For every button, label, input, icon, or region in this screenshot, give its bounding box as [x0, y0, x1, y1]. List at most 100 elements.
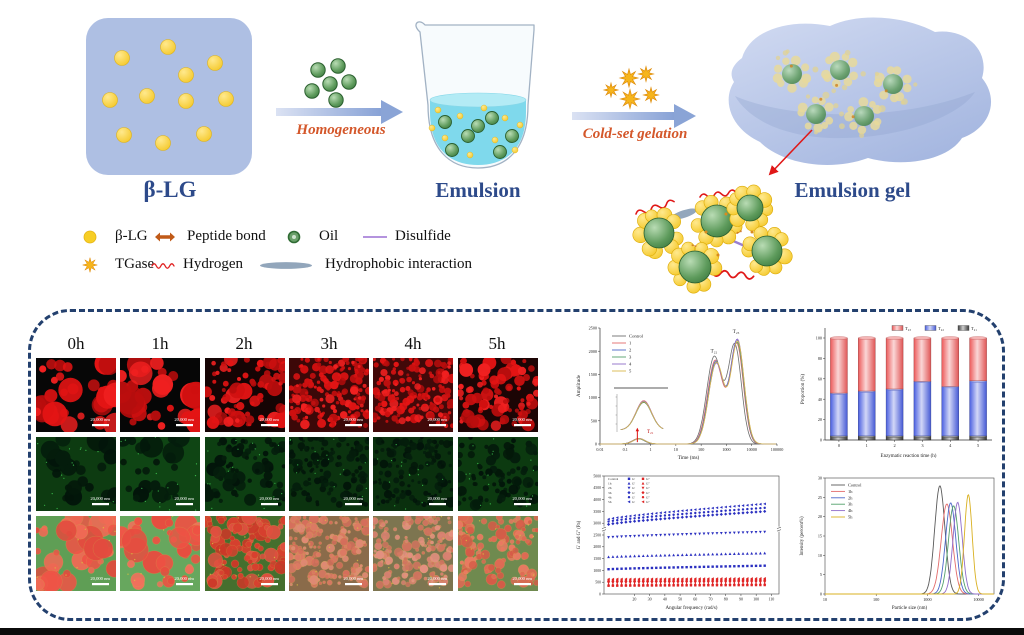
svg-text:100000: 100000 — [771, 447, 784, 452]
svg-text:50: 50 — [678, 597, 682, 602]
micro-tile-green-1h: 20,000 nm — [120, 437, 200, 511]
svg-text:5: 5 — [820, 572, 822, 577]
blg-dot-icon — [83, 230, 97, 243]
svg-text:1h: 1h — [608, 482, 612, 486]
svg-text:0.01: 0.01 — [596, 447, 603, 452]
svg-text:2500: 2500 — [589, 326, 597, 331]
svg-text:Control: Control — [848, 483, 862, 488]
micro-tile-red-5h: 20,000 nm — [458, 358, 538, 432]
svg-text:20,000 nm: 20,000 nm — [343, 496, 363, 502]
svg-text:500: 500 — [591, 418, 597, 423]
svg-text:Control: Control — [629, 334, 644, 339]
micro-tile-green-2h: 20,000 nm — [205, 437, 285, 511]
svg-text:T₂₁: T₂₁ — [971, 326, 977, 331]
tgase-stars — [602, 65, 660, 110]
micro-tile-merged-0h: 20,000 nm — [36, 516, 116, 591]
legend-item-blg: β-LG — [82, 228, 148, 245]
svg-text:20,000 nm: 20,000 nm — [259, 576, 279, 582]
legend-item-tgase: TGase — [82, 256, 154, 273]
svg-text:80: 80 — [724, 597, 728, 602]
svg-text:↔: ↔ — [732, 224, 746, 238]
gel-network-zoom: ↔↔ — [632, 184, 793, 294]
particle-size-distribution-chart: 0 5 10 15 20 25 30 10 100 1000 10000 Intensity (per… — [800, 476, 995, 611]
svg-text:5000: 5000 — [593, 474, 601, 478]
svg-text:0: 0 — [595, 442, 597, 447]
micro-tile-green-5h: 20,000 nm — [458, 437, 538, 511]
bottom-border-bar — [0, 628, 1024, 635]
nmr-series-5 — [600, 340, 776, 445]
micro-tile-red-4h: 20,000 nm — [373, 358, 453, 432]
svg-text:0: 0 — [599, 592, 601, 596]
svg-text:4: 4 — [949, 443, 952, 448]
micro-tile-merged-1h: 20,000 nm — [120, 516, 200, 591]
svg-text:4h: 4h — [608, 495, 612, 499]
svg-text:1: 1 — [866, 443, 868, 448]
svg-text:20,000 nm: 20,000 nm — [343, 576, 363, 582]
svg-text:20,000 nm: 20,000 nm — [512, 496, 532, 502]
micro-tile-merged-3h: 20,000 nm — [289, 516, 369, 591]
legend-label: Disulfide — [395, 228, 451, 244]
legend-item-disulfide: Disulfide — [362, 228, 451, 245]
svg-text:T₂₁: T₂₁ — [647, 430, 654, 435]
oil-drop-icon — [287, 230, 301, 243]
legend-label: TGase — [115, 256, 155, 272]
svg-text:G′: G′ — [632, 495, 635, 499]
svg-text:5: 5 — [629, 369, 632, 374]
svg-text:G′: G′ — [632, 486, 635, 490]
svg-text:Proportion (%): Proportion (%) — [801, 374, 806, 404]
hydrophobic-interaction-icon — [260, 261, 312, 269]
svg-text:G″: G″ — [646, 495, 650, 499]
protein-solution-box — [86, 18, 252, 175]
homogenization-arrow — [276, 100, 403, 124]
svg-text:Control: Control — [608, 477, 618, 481]
svg-text:20,000 nm: 20,000 nm — [90, 576, 110, 582]
svg-text:1000: 1000 — [589, 395, 597, 400]
svg-text:100: 100 — [816, 336, 822, 341]
svg-text:2: 2 — [893, 443, 895, 448]
nmr-series-2 — [600, 339, 776, 445]
svg-text:Enzymatic reaction time (h): Enzymatic reaction time (h) — [881, 454, 937, 459]
svg-text:15: 15 — [818, 534, 822, 539]
svg-text:G′: G′ — [632, 477, 635, 481]
svg-text:20,000 nm: 20,000 nm — [259, 417, 279, 423]
gelation-arrow — [572, 104, 696, 128]
micro-col-header-4h: 4h — [404, 334, 422, 353]
svg-text:100: 100 — [753, 597, 759, 602]
hydrogen-bond-icon — [151, 262, 175, 269]
svg-text:G″: G″ — [646, 500, 650, 504]
svg-text:30: 30 — [648, 597, 652, 602]
svg-text:30: 30 — [818, 476, 822, 481]
svg-text:4000: 4000 — [593, 498, 601, 502]
legend-item-peptide: Peptide bond — [154, 228, 266, 245]
svg-text:20: 20 — [632, 597, 636, 602]
svg-text:20,000 nm: 20,000 nm — [90, 496, 110, 502]
svg-text:10000: 10000 — [973, 597, 983, 602]
svg-text:10: 10 — [823, 597, 827, 602]
legend-label: β-LG — [115, 228, 148, 244]
svg-text:4: 4 — [629, 362, 632, 367]
svg-text:3: 3 — [629, 355, 632, 360]
svg-text:Intensity (percent%): Intensity (percent%) — [800, 516, 805, 556]
svg-text:20: 20 — [818, 514, 822, 519]
svg-text:100: 100 — [698, 447, 704, 452]
svg-text:40: 40 — [818, 397, 822, 402]
svg-text:G′: G′ — [632, 482, 635, 486]
tgase-star-icon — [82, 257, 98, 272]
legend-label: Peptide bond — [187, 228, 266, 244]
micro-tile-merged-5h: 20,000 nm — [458, 516, 538, 591]
svg-text:10000: 10000 — [746, 447, 756, 452]
legend-item-oil: Oil — [286, 228, 338, 245]
svg-text:80: 80 — [818, 356, 822, 361]
svg-text:3h: 3h — [608, 491, 612, 495]
micro-tile-red-3h: 20,000 nm — [289, 358, 369, 432]
psd-series-5h — [825, 494, 994, 595]
svg-text:1h: 1h — [848, 489, 853, 494]
svg-text:0.1: 0.1 — [623, 447, 628, 452]
svg-text:20,000 nm: 20,000 nm — [259, 496, 279, 502]
svg-text:1000: 1000 — [593, 569, 601, 573]
svg-text:20,000 nm: 20,000 nm — [427, 417, 447, 423]
svg-text:70: 70 — [709, 597, 713, 602]
svg-text:Angular frequency (rad/s): Angular frequency (rad/s) — [666, 606, 718, 611]
svg-text:Time (ms): Time (ms) — [678, 454, 700, 461]
svg-text:0: 0 — [838, 443, 841, 448]
